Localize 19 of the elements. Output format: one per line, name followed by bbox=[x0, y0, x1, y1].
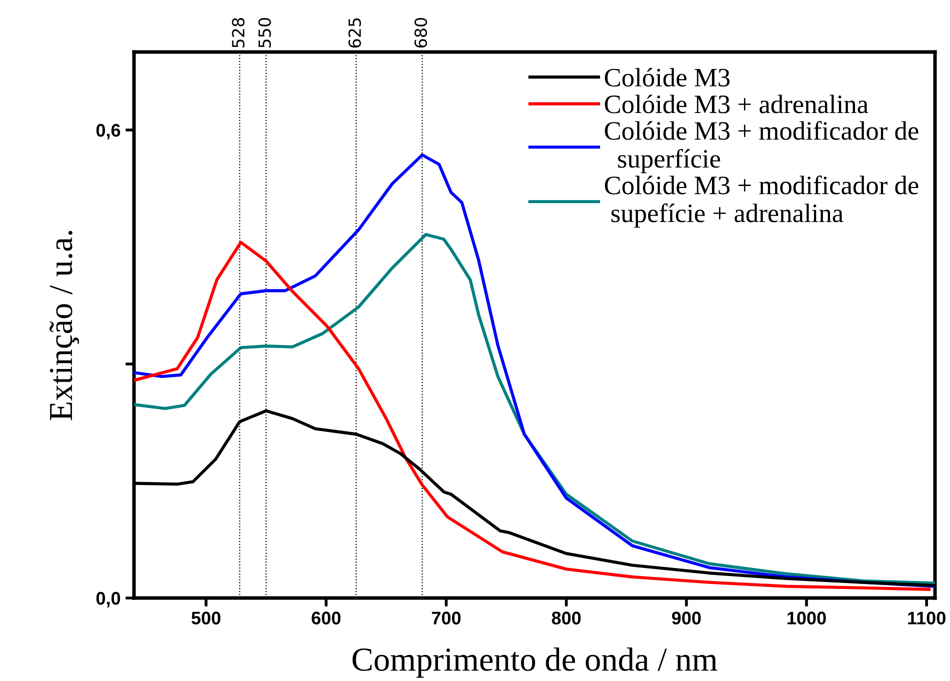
y-tick-label: 0,0 bbox=[96, 592, 120, 608]
x-tick-label: 500 bbox=[192, 612, 220, 624]
x-tick-label: 600 bbox=[312, 612, 340, 624]
legend-label: Colóide M3 + modificador de superfície bbox=[604, 121, 918, 174]
ref-line-label: 680 bbox=[414, 18, 428, 48]
x-tick-label: 1100 bbox=[908, 612, 946, 624]
x-tick-label: 900 bbox=[672, 612, 701, 624]
ref-line-label: 550 bbox=[258, 18, 271, 48]
x-tick-label: 700 bbox=[432, 612, 461, 624]
legend-label: Colóide M3 bbox=[604, 68, 730, 87]
legend-label: Colóide M3 + adrenalina bbox=[604, 94, 868, 114]
y-axis-title: Extinção / u.a. bbox=[49, 230, 80, 420]
x-axis-title: Comprimento de onda / nm bbox=[352, 647, 718, 678]
ref-line-label: 528 bbox=[232, 18, 245, 48]
y-tick-label: 0,6 bbox=[96, 124, 120, 140]
legend-label: Colóide M3 + modificador de supefície + adrenalina bbox=[604, 176, 918, 228]
x-tick-label: 1000 bbox=[788, 612, 826, 624]
x-tick-label: 800 bbox=[552, 612, 581, 624]
ref-line-label: 625 bbox=[348, 18, 361, 48]
